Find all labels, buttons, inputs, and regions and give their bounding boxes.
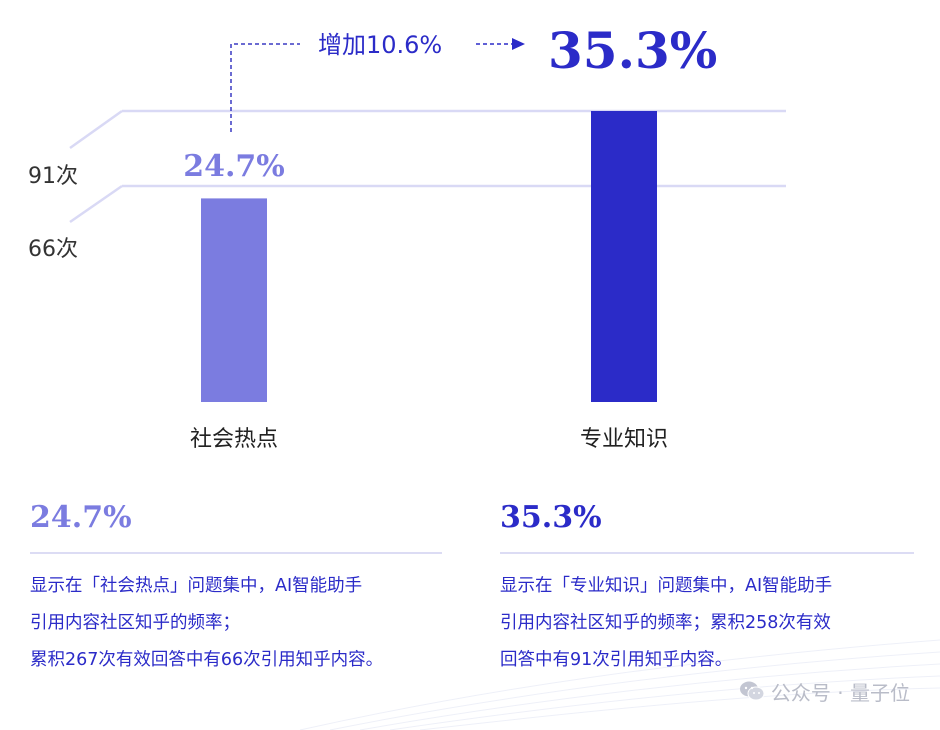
- category-label-social: 社会热点: [190, 427, 278, 452]
- arrow-right-icon: [512, 38, 525, 50]
- panel-description: 显示在「专业知识」问题集中，AI智能助手 引用内容社区知乎的频率；累积258次有…: [500, 568, 914, 679]
- gridline-91-diagonal: [69, 109, 123, 150]
- axis-label-66: 66次: [28, 237, 78, 262]
- gridline-66-diagonal: [69, 184, 123, 224]
- panel-divider: [500, 552, 914, 554]
- panel-description: 显示在「社会热点」问题集中，AI智能助手 引用内容社区知乎的频率； 累积267次…: [30, 568, 442, 679]
- panel-line: 引用内容社区知乎的频率；: [30, 613, 240, 633]
- bar-chart: 91次 66次 24.7% 增加10.6% 35.3% 社会热点 专业知识: [28, 21, 786, 452]
- bar-value-label-professional: 35.3%: [548, 21, 717, 80]
- bar-social-hot: [201, 198, 267, 402]
- panel-line: 显示在「社会热点」问题集中，AI智能助手: [30, 576, 363, 596]
- panel-divider: [30, 552, 442, 554]
- watermark: 公众号 · 量子位: [739, 676, 910, 706]
- bar-professional: [591, 111, 657, 402]
- category-label-professional: 专业知识: [580, 427, 668, 452]
- panel-value: 24.7%: [30, 500, 132, 535]
- axis-label-91: 91次: [28, 164, 78, 189]
- bar-value-label-social: 24.7%: [183, 149, 285, 184]
- panel-line: 显示在「专业知识」问题集中，AI智能助手: [500, 576, 833, 596]
- watermark-text: 公众号 · 量子位: [770, 680, 910, 705]
- summary-panel-social: 24.7% 显示在「社会热点」问题集中，AI智能助手 引用内容社区知乎的频率； …: [30, 500, 442, 679]
- panel-line: 引用内容社区知乎的频率；累积258次有效: [500, 613, 831, 633]
- annotation-increase-text: 增加10.6%: [318, 31, 442, 59]
- panel-value: 35.3%: [500, 500, 602, 535]
- annotation-connector: [230, 43, 300, 132]
- panel-line: 回答中有91次引用知乎内容。: [500, 650, 733, 670]
- summary-panel-professional: 35.3% 显示在「专业知识」问题集中，AI智能助手 引用内容社区知乎的频率；累…: [500, 500, 914, 679]
- wechat-icon: [739, 681, 765, 701]
- panel-line: 累积267次有效回答中有66次引用知乎内容。: [30, 650, 384, 670]
